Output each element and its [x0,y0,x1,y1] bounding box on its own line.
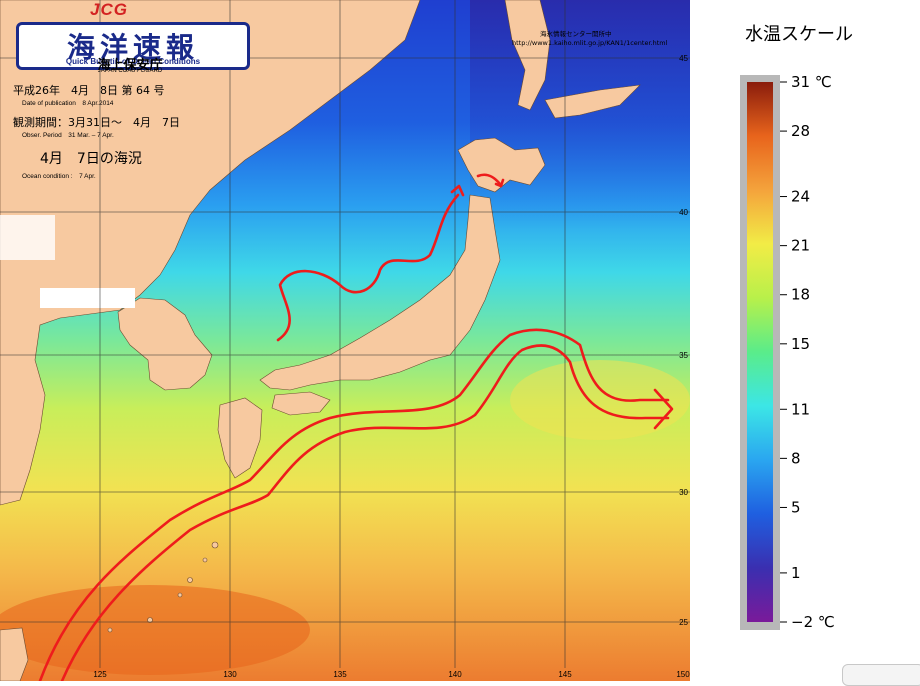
latitude-label: 25 [679,618,688,627]
tsushima-arrow-head [450,184,465,197]
ice-center-notice: 海氷情報センター開所中 [540,30,612,38]
tsugaru-current [476,173,502,186]
honshu [259,194,501,391]
publication-date: Date of publication 8 Apr.2014 [22,100,114,107]
scale-label: 18 [791,286,810,304]
ocean-condition-en: Ocean condition : 7 Apr. [22,173,96,180]
ice-center-url[interactable]: http://www1.kaiho.mlit.go.jp/KAN1/1cente… [512,39,668,47]
latitude-label: 40 [679,208,688,217]
scale-label: 11 [791,400,810,418]
hokkaido [457,137,546,193]
lat-lon-grid [0,0,690,668]
ocean-condition-title: 4月 7日の海況 [40,151,142,167]
bulletin-header: JCG 海洋速報 Quick Bulletin of Ocean Conditi… [10,0,250,165]
temperature-scale: 31 ℃ 28 24 21 18 15 11 8 5 1 −2 ℃ [740,73,835,631]
scale-label: 15 [791,335,810,353]
bulletin-title: 海洋速報 [66,31,199,64]
scale-label: 24 [791,188,810,206]
tsushima-current [276,193,460,342]
ocean-currents [38,173,674,681]
asian-mainland [0,0,421,506]
kuroshio-inner-edge [38,328,670,681]
scale-ticks: 31 ℃ 28 24 21 18 15 11 8 5 1 −2 ℃ [780,73,835,631]
latitude-labels: 45 40 35 30 25 [679,54,688,627]
tsugaru-arrow-head [494,178,505,188]
bulletin-logo: 海洋速報 Quick Bulletin of Ocean Conditions [16,22,250,70]
shikoku [271,391,331,416]
kyushu [217,397,263,479]
ocean-temperature-map: 125 130 135 140 145 150 45 40 35 30 25 [0,0,690,681]
longitude-label: 150 [676,670,690,679]
ryukyu-islands [107,541,219,633]
longitude-label: 140 [448,670,462,679]
observation-period: 観測期間：3月31日～ 4月 7日 [13,116,180,129]
scale-label: −2 ℃ [791,613,835,631]
scale-label: 31 ℃ [791,73,832,91]
agency-name-en: JAPAN COAST GUARD [97,68,163,74]
land-areas [0,0,641,681]
agency-name: 海上保安庁 [97,58,163,73]
longitude-label: 145 [558,670,572,679]
longitude-label: 130 [223,670,237,679]
korean-peninsula [117,297,213,391]
scale-label: 8 [791,449,801,467]
bulletin-subtitle: Quick Bulletin of Ocean Conditions [65,57,201,66]
issue-info: 平成26年 4月 8日 第 64 号 [13,84,165,97]
jcg-logo-text: JCG [90,0,128,19]
sakhalin [504,0,551,111]
longitude-labels: 125 130 135 140 145 150 [93,670,690,679]
observation-period-en: Obser. Period 31 Mar. – 7 Apr. [22,132,114,139]
temperature-scale-title: 水温スケール [745,24,853,45]
latitude-label: 45 [679,54,688,63]
latitude-label: 35 [679,351,688,360]
scale-color-bar [747,82,773,622]
taiwan [0,627,29,681]
scale-label: 21 [791,237,810,255]
scale-label: 5 [791,498,801,516]
sea-ice-mask [40,288,135,308]
longitude-label: 135 [333,670,347,679]
warm-water-south [0,585,310,675]
scale-label: 28 [791,122,810,140]
longitude-label: 125 [93,670,107,679]
scale-label: 1 [791,564,801,582]
kuril-coast [544,84,641,119]
kuroshio-arrow-head [653,388,674,430]
corner-badge [842,664,920,686]
warm-water-east [510,360,690,440]
latitude-label: 30 [679,488,688,497]
sea-ice-mask-upper [0,215,55,260]
kuroshio-outer-edge [60,344,670,681]
